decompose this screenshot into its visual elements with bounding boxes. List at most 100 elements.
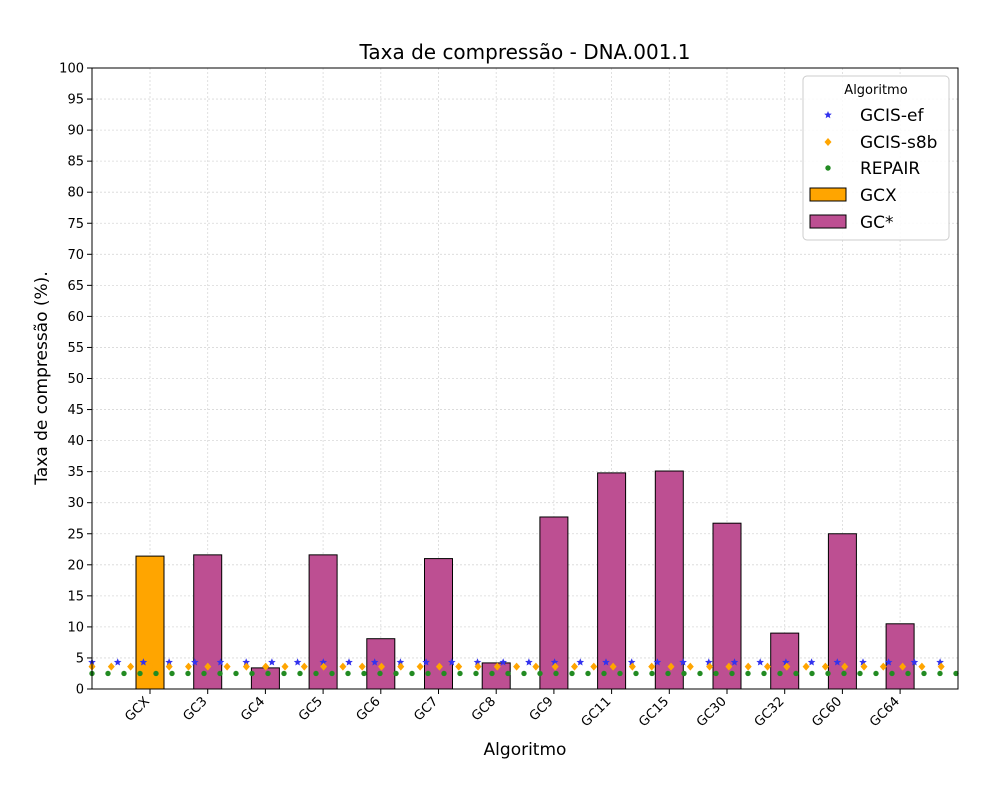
repair-marker: [777, 670, 783, 677]
legend-swatch-gcstar: [809, 214, 847, 229]
repair-marker: [425, 670, 431, 677]
repair-marker: [137, 670, 143, 677]
gcis-s8b-marker: [744, 662, 752, 671]
legend-marker-gcis-s8b: [824, 138, 832, 146]
gcis-s8b-marker: [435, 662, 443, 671]
bar-gc11: [597, 472, 627, 690]
legend-label: GC*: [860, 213, 894, 233]
legend-marker-gcis-ef: [824, 111, 832, 119]
gcis-ef-marker: [550, 658, 559, 666]
bar-gc4: [250, 667, 280, 690]
gcis-s8b-marker: [648, 662, 656, 671]
gcis-s8b-marker: [474, 662, 482, 671]
repair-marker: [681, 670, 687, 677]
repair-marker: [937, 670, 943, 677]
gcis-s8b-marker: [107, 662, 115, 671]
gcis-s8b-marker: [320, 662, 328, 671]
repair-marker: [217, 670, 223, 677]
gcis-s8b-marker: [802, 662, 810, 671]
y-tick-label: 15: [67, 589, 84, 604]
gcis-s8b-marker: [686, 662, 694, 671]
gcis-ef-marker: [653, 658, 662, 666]
gcis-ef-marker: [448, 658, 456, 666]
y-tick-label: 25: [67, 527, 84, 542]
gcis-ef-marker: [242, 658, 250, 666]
gcis-s8b-marker: [783, 662, 791, 671]
y-tick-label: 55: [67, 341, 84, 356]
y-tick-label: 60: [67, 310, 84, 325]
y-tick-label: 20: [67, 558, 84, 573]
repair-marker: [185, 670, 191, 677]
bar-gc30: [712, 522, 742, 690]
gcis-s8b-marker: [764, 662, 771, 671]
repair-marker: [825, 670, 831, 677]
gcis-s8b-marker: [609, 662, 617, 671]
legend-label: REPAIR: [860, 159, 920, 179]
y-tick-label: 80: [67, 186, 84, 201]
gcis-s8b-marker: [358, 662, 366, 671]
gcis-s8b-marker: [493, 662, 501, 671]
repair-marker: [281, 670, 287, 677]
gcis-ef-marker: [910, 658, 919, 666]
gcis-s8b-marker: [667, 662, 675, 671]
repair-marker: [345, 670, 351, 677]
gcis-s8b-marker: [281, 662, 289, 671]
y-tick-label: 0: [76, 683, 84, 698]
repair-marker: [201, 670, 207, 677]
gcis-ef-marker: [113, 658, 122, 666]
gcis-ef-marker: [165, 658, 173, 666]
repair-marker: [793, 670, 799, 677]
legend: Algoritmo GCIS-ef GCIS-s8b REPAIR GCX GC*: [802, 75, 950, 241]
repair-marker: [361, 670, 367, 677]
gcis-s8b-marker: [242, 662, 250, 671]
repair-marker: [105, 670, 111, 677]
gcis-ef-marker: [782, 658, 790, 666]
gcis-ef-marker: [499, 658, 507, 666]
repair-marker: [841, 670, 847, 677]
legend-label: GCX: [860, 186, 897, 206]
repair-marker: [761, 670, 767, 677]
gcis-ef-marker: [602, 658, 610, 666]
y-tick-label: 100: [59, 62, 84, 77]
gcis-ef-marker: [730, 658, 739, 666]
repair-marker: [873, 670, 879, 677]
gcis-s8b-marker: [590, 662, 598, 671]
y-tick-label: 30: [67, 496, 84, 511]
gcis-s8b-marker: [821, 662, 829, 671]
repair-marker: [505, 670, 511, 677]
gcis-s8b-marker: [513, 662, 521, 671]
gcis-s8b-marker: [628, 662, 636, 671]
gcis-ef-marker: [576, 658, 585, 666]
gcis-s8b-marker: [937, 662, 945, 671]
repair-marker: [553, 670, 559, 677]
repair-marker: [393, 670, 399, 677]
gcis-s8b-marker: [706, 662, 714, 671]
y-tick-label: 45: [67, 403, 84, 418]
chart-title: Taxa de compressão - DNA.001.1: [358, 40, 690, 64]
y-tick-label: 10: [67, 620, 84, 635]
y-axis-ticks: 0 5 10 15 20 25 30 35 40 45 50 55 60 65 70 75 80 85 90 95 10…: [59, 62, 92, 698]
repair-marker: [521, 670, 527, 677]
gcis-ef-marker: [525, 658, 533, 666]
repair-marker: [585, 670, 591, 677]
repair-marker: [889, 670, 895, 677]
repair-marker: [633, 670, 639, 677]
gcis-s8b-marker: [551, 662, 559, 671]
repair-marker: [265, 670, 271, 677]
repair-marker: [473, 670, 479, 677]
gcis-ef-marker: [422, 658, 430, 666]
gcis-ef-marker: [268, 658, 276, 666]
gcis-ef-marker: [139, 658, 148, 666]
repair-marker: [921, 670, 927, 677]
y-tick-label: 70: [67, 248, 84, 263]
x-axis-label: Algoritmo: [484, 740, 567, 760]
repair-marker: [697, 670, 703, 677]
gcis-s8b-marker: [262, 662, 270, 671]
y-tick-label: 5: [76, 651, 84, 666]
gcis-ef-marker: [370, 658, 379, 666]
repair-marker: [489, 670, 495, 677]
y-axis-label: Taxa de compressão (%).: [32, 271, 52, 485]
gcis-s8b-marker: [339, 662, 347, 671]
gcis-ef-marker: [884, 658, 893, 666]
repair-marker: [617, 670, 623, 677]
